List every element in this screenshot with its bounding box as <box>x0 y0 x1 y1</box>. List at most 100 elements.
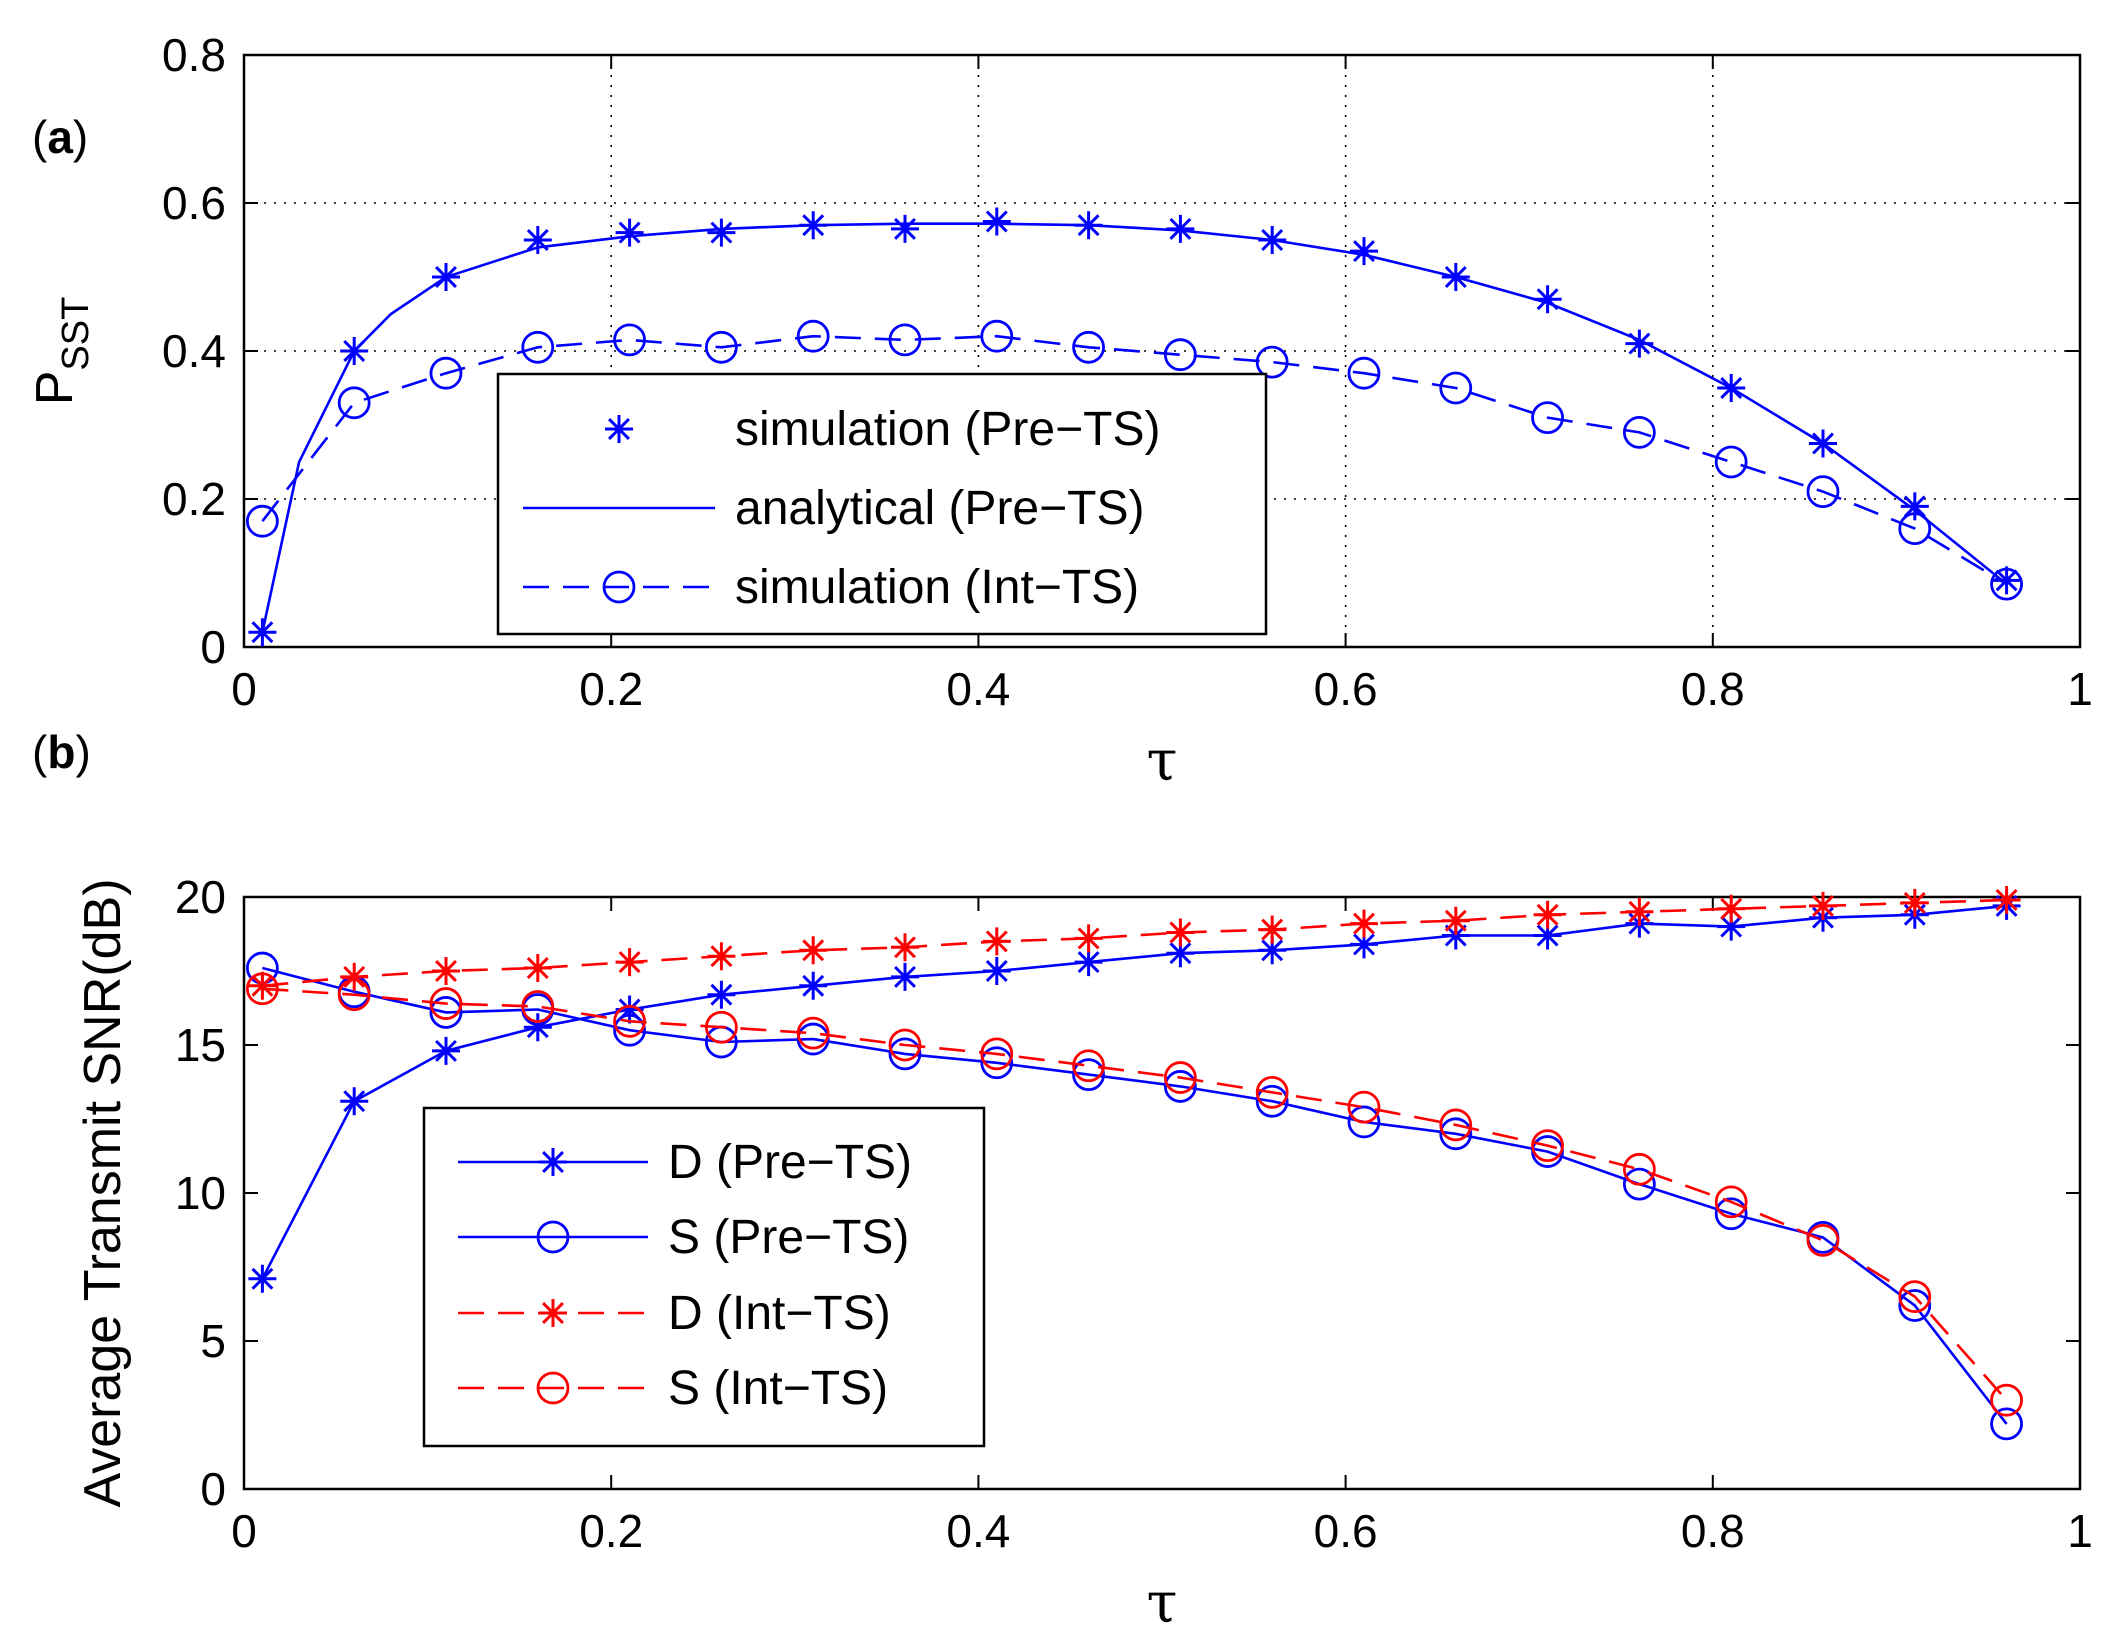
series-line <box>262 898 2007 988</box>
x-tick-label: 1 <box>2067 1505 2093 1557</box>
data-point-star <box>615 995 644 1024</box>
data-point-star <box>1717 912 1746 941</box>
data-point-circle <box>429 996 463 1029</box>
data-point-star <box>1258 915 1287 944</box>
y-tick-label: 5 <box>200 1315 226 1367</box>
data-point-circle <box>1072 1049 1105 1083</box>
data-point-circle <box>337 386 371 420</box>
data-point-circle <box>1163 338 1197 372</box>
data-point-star <box>340 962 369 991</box>
ticks-a: 0 0.2 0.4 0.6 0.8 1 0 0.2 0.4 0.6 0.8 <box>162 29 2093 715</box>
legend-marker-circle-2 <box>602 570 636 604</box>
y-tick-label: 0.4 <box>162 325 226 377</box>
data-point-star <box>1166 939 1195 968</box>
data-point-star <box>891 933 919 962</box>
data-point-circle <box>1255 1075 1289 1109</box>
data-point-circle <box>337 978 371 1012</box>
data-point-star <box>432 1036 460 1065</box>
series-b-3 <box>245 972 2023 1417</box>
x-tick-label: 0.6 <box>1314 663 1378 715</box>
series-b-1 <box>245 951 2023 1441</box>
data-point-star <box>340 1087 369 1116</box>
legend-marker-star-0 <box>539 1148 567 1176</box>
data-point-star <box>1166 918 1195 947</box>
data-point-circle <box>980 319 1014 353</box>
legend-symbols-b <box>458 1148 648 1405</box>
y-tick-label: 20 <box>175 871 226 923</box>
data-point-circle <box>1714 1197 1748 1231</box>
data-point-star <box>799 936 828 965</box>
legend-a: simulation (Pre−TS) analytical (Pre−TS) … <box>496 372 1268 636</box>
x-tick-label: 0 <box>231 663 257 715</box>
data-point-circle <box>1255 1084 1289 1118</box>
legend-label-a-1: analytical (Pre−TS) <box>735 482 1144 535</box>
legend-label-a-2: simulation (Int−TS) <box>735 561 1139 614</box>
data-point-star <box>707 980 736 1009</box>
x-tick-label: 0.6 <box>1314 1505 1378 1557</box>
data-point-circle <box>1898 512 1932 545</box>
data-point-star <box>1074 948 1103 977</box>
data-point-circle <box>1439 371 1473 405</box>
data-point-circle <box>613 1013 646 1047</box>
x-tick-label: 0.2 <box>579 1505 643 1557</box>
data-point-star <box>1441 906 1470 935</box>
data-point-circle <box>1072 1058 1105 1091</box>
x-tick-label: 0.8 <box>1681 1505 1745 1557</box>
data-point-circle <box>429 356 463 390</box>
legend-marker-circle-3 <box>536 1371 570 1405</box>
x-tick-label: 0.2 <box>579 663 643 715</box>
data-point-star <box>1809 891 1837 920</box>
data-point-circle <box>1990 567 2023 601</box>
data-point-star <box>1441 921 1470 950</box>
data-point-circle <box>429 987 463 1020</box>
legend-symbols-a <box>523 415 715 604</box>
x-tick-label: 0 <box>231 1505 257 1557</box>
data-point-circle <box>1622 1167 1656 1201</box>
legend-marker-star-2 <box>539 1299 567 1327</box>
y-axis-label-a: PSST <box>26 297 97 406</box>
data-point-star <box>523 226 552 254</box>
data-point-star <box>248 1264 277 1293</box>
data-point-circle <box>980 1037 1014 1071</box>
data-point-circle <box>1163 1070 1197 1103</box>
data-point-circle <box>245 504 279 538</box>
x-tick-label: 0.4 <box>946 663 1010 715</box>
y-tick-label: 0 <box>200 621 226 673</box>
series-line <box>261 904 2007 1280</box>
x-tick-label: 0.8 <box>1681 663 1745 715</box>
panel-label-b: (b) <box>32 726 91 778</box>
legend-label-a-0: simulation (Pre−TS) <box>735 403 1160 456</box>
data-point-circle <box>1531 401 1564 435</box>
chart-a: (a) 0 0.2 0.4 0.6 0.8 1 0 0.2 0.4 0.6 0.8 τ PSST s… <box>26 29 2093 794</box>
series-a <box>245 207 2023 647</box>
data-point-star <box>1074 924 1103 953</box>
data-point-star <box>1900 492 1929 521</box>
data-point-star <box>248 971 277 1000</box>
data-point-circle <box>980 1046 1014 1080</box>
data-point-circle <box>1163 1061 1197 1094</box>
legend-label-b-2: D (Int−TS) <box>668 1287 891 1340</box>
series-b-2 <box>248 886 2021 1000</box>
legend-marker-star-0 <box>605 415 633 443</box>
data-point-star <box>1992 886 2021 914</box>
data-point-circle <box>1439 1108 1473 1142</box>
data-point-circle <box>888 1028 922 1062</box>
y-tick-label: 0 <box>200 1463 226 1515</box>
series-b-0 <box>248 891 2021 1293</box>
data-point-circle <box>1990 1383 2023 1417</box>
data-point-circle <box>704 1010 738 1044</box>
data-point-star <box>1717 894 1746 923</box>
data-point-star <box>523 1013 552 1042</box>
data-point-star <box>982 207 1011 236</box>
data-point-star <box>1533 900 1562 929</box>
legend-box-b <box>422 1106 986 1448</box>
legend-label-b-1: S (Pre−TS) <box>668 1211 909 1264</box>
data-point-star <box>891 214 919 243</box>
data-point-circle <box>613 1004 646 1038</box>
data-point-circle <box>1347 1105 1381 1139</box>
data-point-star <box>1625 897 1654 926</box>
grid-a <box>244 55 2080 647</box>
